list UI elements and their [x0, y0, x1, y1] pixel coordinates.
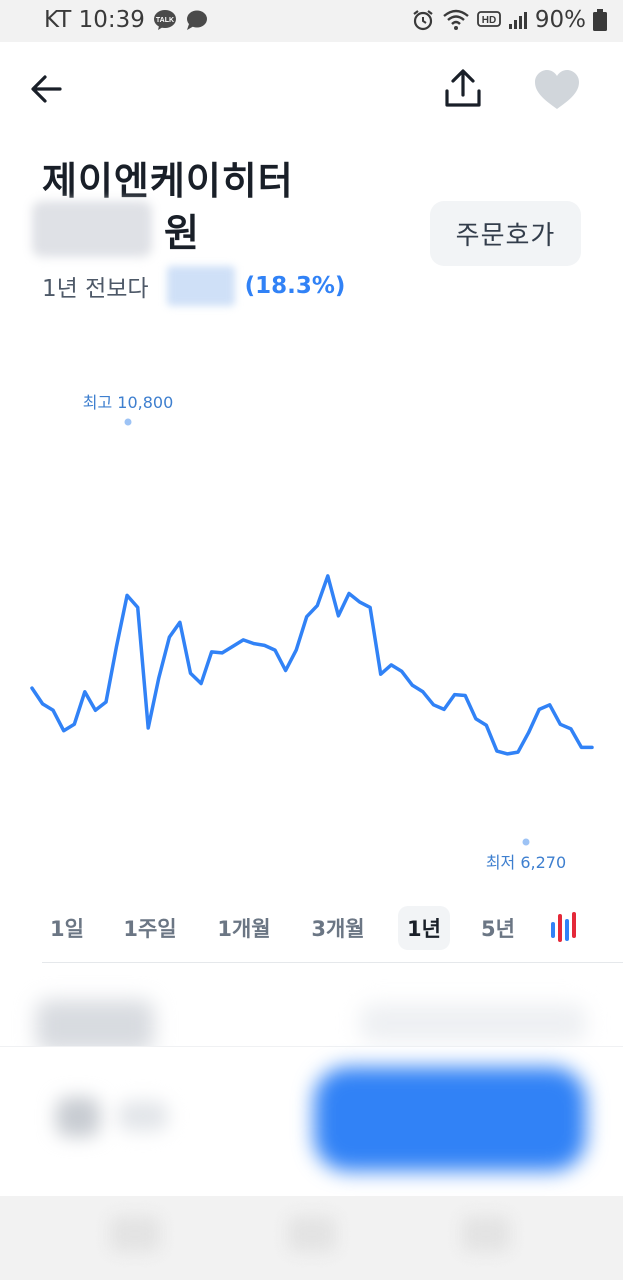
- nav-home-blurred[interactable]: [288, 1216, 336, 1252]
- system-nav-bar: [0, 1196, 623, 1280]
- high-marker: [124, 418, 132, 426]
- tab-1y[interactable]: 1년: [398, 906, 450, 950]
- low-marker: [522, 838, 530, 846]
- change-label: 1년 전보다: [42, 276, 149, 302]
- divider: [42, 962, 623, 963]
- battery-percent: 90%: [534, 7, 586, 33]
- candle-chart-button[interactable]: [548, 910, 580, 946]
- kakaotalk-talk-icon: TALK: [153, 10, 176, 30]
- stock-name: 제이엔케이히터: [42, 159, 294, 203]
- heart-icon: [535, 70, 579, 109]
- top-nav: [0, 42, 623, 137]
- wifi-icon: [443, 9, 469, 30]
- tab-3m[interactable]: 3개월: [311, 917, 365, 941]
- hd-icon: HD: [476, 11, 501, 27]
- svg-text:HD: HD: [482, 15, 496, 26]
- status-bar: KT 10:39 TALK HD: [0, 0, 623, 42]
- tab-1d[interactable]: 1일: [50, 917, 84, 941]
- status-right: HD 90%: [411, 7, 607, 33]
- alarm-icon: [413, 10, 433, 31]
- back-button[interactable]: [26, 68, 68, 110]
- change-row: 1년 전보다 (18.3%): [42, 266, 346, 306]
- change-percent: (18.3%): [244, 273, 346, 299]
- period-tabs: 1일 1주일 1개월 3개월 1년 5년: [0, 900, 623, 956]
- low-label: 최저 6,270: [486, 853, 566, 872]
- carrier-time: KT 10:39: [44, 7, 145, 33]
- price-chart[interactable]: 최고 10,800 최저 6,270: [0, 330, 623, 900]
- chat-bubble-icon: [186, 10, 207, 30]
- candlestick-chart-icon: [551, 912, 576, 942]
- buy-button-blurred[interactable]: [314, 1067, 586, 1171]
- tab-1w[interactable]: 1주일: [123, 917, 177, 941]
- share-icon: [445, 69, 481, 107]
- battery-icon: [593, 9, 607, 31]
- tab-1m[interactable]: 1개월: [217, 917, 271, 941]
- bottom-action-bar: [0, 1046, 623, 1200]
- back-arrow-icon: [31, 75, 62, 103]
- tab-5y[interactable]: 5년: [481, 917, 515, 941]
- change-amount-blurred: [166, 266, 235, 306]
- price-line: [30, 574, 594, 756]
- bottom-area: [0, 980, 623, 1280]
- blurred-section-title: [36, 1000, 154, 1052]
- nav-recents-blurred[interactable]: [110, 1216, 160, 1252]
- price-row: 원: [32, 198, 199, 260]
- price-value-blurred: [32, 201, 152, 257]
- svg-text:TALK: TALK: [156, 17, 174, 24]
- signal-icon: [508, 12, 527, 29]
- like-button[interactable]: [533, 68, 581, 112]
- order-book-button[interactable]: 주문호가: [430, 201, 581, 266]
- status-left: KT 10:39 TALK: [44, 7, 209, 33]
- blurred-section-meta: [360, 1004, 586, 1042]
- nav-back-blurred[interactable]: [462, 1216, 510, 1252]
- price-unit: 원: [164, 210, 199, 255]
- blurred-action-label: [118, 1101, 168, 1131]
- blurred-action-icon[interactable]: [56, 1097, 100, 1137]
- share-button[interactable]: [440, 66, 486, 112]
- high-label: 최고 10,800: [83, 393, 174, 412]
